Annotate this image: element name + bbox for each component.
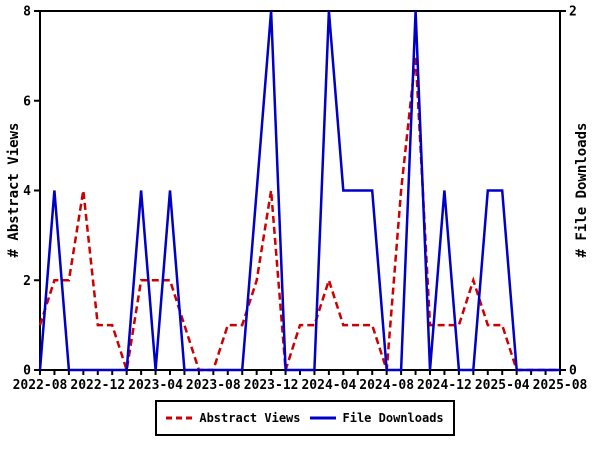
- left-axis-title: # Abstract Views: [6, 122, 22, 258]
- left-tick-label: 2: [23, 274, 31, 289]
- right-tick-label: 2: [569, 5, 577, 20]
- plot-border: [39, 10, 561, 371]
- left-tick-label: 6: [23, 94, 31, 109]
- x-tick-label: 2025-04: [475, 378, 530, 393]
- right-axis-title: # File Downloads: [574, 122, 590, 258]
- legend-item-abstract-views: Abstract Views: [166, 411, 301, 425]
- x-tick-label: 2024-04: [301, 378, 356, 393]
- legend-dashed-line-icon: [166, 416, 193, 420]
- legend-item-file-downloads: File Downloads: [309, 411, 444, 425]
- abstract-views-line: [38, 55, 560, 372]
- file-downloads-line: [38, 10, 560, 372]
- x-tick-label: 2022-08: [13, 378, 68, 393]
- legend-label-file-downloads: File Downloads: [342, 411, 444, 425]
- left-tick-label: 0: [23, 364, 31, 379]
- x-tick-label: 2024-08: [359, 378, 414, 393]
- legend-label-abstract-views: Abstract Views: [199, 411, 301, 425]
- x-tick-label: 2023-12: [244, 378, 299, 393]
- x-tick-label: 2025-08: [533, 378, 588, 393]
- x-tick-label: 2024-12: [417, 378, 472, 393]
- x-tick-label: 2023-04: [128, 378, 183, 393]
- legend-solid-line-icon: [309, 416, 336, 420]
- right-tick-label: 0: [569, 364, 577, 379]
- x-tick-label: 2023-08: [186, 378, 241, 393]
- x-tick-label: 2022-12: [70, 378, 125, 393]
- left-tick-label: 8: [23, 5, 31, 20]
- chart-legend: Abstract Views File Downloads: [155, 400, 455, 436]
- left-tick-label: 4: [23, 184, 31, 199]
